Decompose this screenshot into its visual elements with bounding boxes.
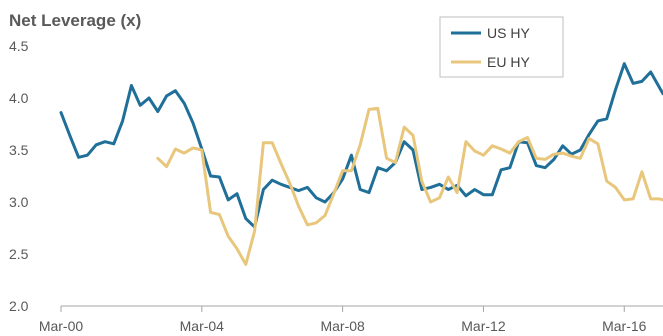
x-tick-label: Mar-00 <box>39 318 84 334</box>
x-tick-label: Mar-04 <box>180 318 225 334</box>
legend-label: US HY <box>487 25 530 41</box>
series-line-eu-hy <box>156 106 663 266</box>
series-layer <box>59 62 663 266</box>
legend-label: EU HY <box>487 54 530 70</box>
x-axis: Mar-00 Mar-04 Mar-08 Mar-12 Mar-16 <box>39 305 663 334</box>
y-tick-label: 3.5 <box>9 142 29 158</box>
x-tick-label: Mar-12 <box>461 318 506 334</box>
y-tick-label: 4.0 <box>9 90 29 106</box>
y-tick-label: 2.0 <box>9 298 29 314</box>
y-axis-ticks: 2.0 2.5 3.0 3.5 4.0 4.5 <box>9 38 29 314</box>
chart-title: Net Leverage (x) <box>9 11 141 30</box>
x-tick-label: Mar-08 <box>320 318 365 334</box>
series-line-us-hy <box>59 62 663 229</box>
legend-box <box>439 16 564 78</box>
x-tick-label: Mar-16 <box>602 318 647 334</box>
y-tick-label: 3.0 <box>9 194 29 210</box>
y-tick-label: 2.5 <box>9 246 29 262</box>
y-tick-label: 4.5 <box>9 38 29 54</box>
legend: US HY EU HY <box>439 16 564 78</box>
